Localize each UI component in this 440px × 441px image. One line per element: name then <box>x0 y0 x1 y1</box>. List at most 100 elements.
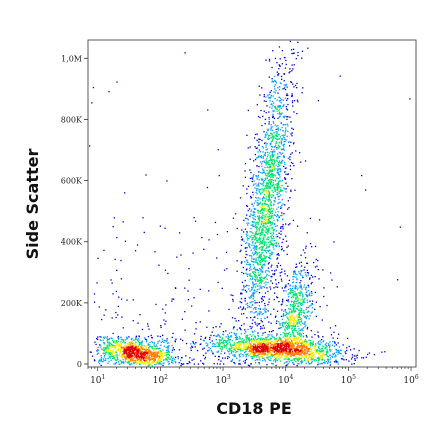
data-point <box>303 358 306 360</box>
data-point <box>282 99 285 101</box>
data-point <box>244 261 246 263</box>
data-point <box>290 322 292 325</box>
data-point <box>332 337 334 339</box>
data-point <box>118 343 121 345</box>
data-point <box>254 286 257 288</box>
data-point <box>272 138 274 140</box>
data-point <box>178 349 181 351</box>
data-point <box>305 317 307 320</box>
data-point <box>301 355 304 357</box>
data-point <box>152 353 154 355</box>
data-point <box>271 153 273 155</box>
data-point <box>265 164 267 166</box>
data-point <box>259 273 262 275</box>
data-point <box>272 191 274 193</box>
data-point <box>250 171 252 174</box>
data-point <box>278 354 280 356</box>
data-point <box>301 356 303 358</box>
data-point <box>247 337 250 339</box>
data-point <box>131 354 133 357</box>
data-point <box>262 238 264 240</box>
data-point <box>275 283 277 285</box>
data-point <box>277 162 280 164</box>
data-point <box>261 216 264 218</box>
data-point <box>258 220 260 222</box>
data-point <box>275 142 277 144</box>
data-point <box>256 302 258 304</box>
data-point <box>254 289 256 291</box>
data-point <box>253 343 255 345</box>
data-point <box>136 347 138 349</box>
data-point <box>254 158 257 161</box>
data-point <box>122 358 124 361</box>
data-point <box>172 347 174 349</box>
data-point <box>171 336 173 339</box>
data-point <box>302 350 305 352</box>
data-point <box>277 188 279 190</box>
data-point <box>250 224 252 226</box>
data-point <box>164 339 166 342</box>
data-point <box>126 345 128 347</box>
data-point <box>102 339 104 341</box>
data-point <box>250 356 252 358</box>
data-point <box>154 356 157 358</box>
data-point <box>267 250 270 253</box>
data-point <box>269 222 271 224</box>
data-point <box>280 143 283 145</box>
data-point <box>241 239 243 241</box>
data-point <box>209 342 211 344</box>
data-point <box>324 359 326 361</box>
data-point <box>129 358 131 360</box>
data-point <box>312 300 314 302</box>
data-point <box>247 337 249 339</box>
data-point <box>289 168 292 171</box>
data-point <box>261 231 263 233</box>
data-point <box>123 355 125 358</box>
data-point <box>296 87 298 89</box>
data-point <box>154 364 156 366</box>
data-point <box>96 338 98 340</box>
data-point <box>182 339 184 342</box>
data-point <box>300 320 303 322</box>
data-point <box>318 353 320 356</box>
data-point <box>285 129 287 131</box>
data-point <box>117 340 120 343</box>
data-point <box>252 214 254 217</box>
data-point <box>152 354 154 356</box>
data-point <box>283 341 285 343</box>
data-point <box>245 341 247 343</box>
data-point <box>281 161 283 163</box>
data-point <box>297 352 299 354</box>
data-point <box>316 348 318 351</box>
data-point <box>129 347 132 349</box>
data-point <box>252 298 254 300</box>
data-point <box>234 349 236 352</box>
data-point <box>255 308 257 310</box>
data-point <box>302 346 304 348</box>
data-point <box>134 250 137 252</box>
data-point <box>112 340 115 343</box>
data-point <box>281 179 284 182</box>
data-point <box>252 191 254 193</box>
data-point <box>235 338 237 341</box>
data-point <box>252 211 255 213</box>
data-point <box>230 350 233 352</box>
data-point <box>165 346 167 348</box>
data-point <box>266 184 268 187</box>
data-point <box>221 350 223 352</box>
data-point <box>165 357 167 360</box>
data-point <box>295 294 297 296</box>
data-point <box>264 250 267 252</box>
data-point <box>200 343 202 345</box>
data-point <box>156 346 158 348</box>
data-point <box>205 342 207 344</box>
data-point <box>132 355 134 357</box>
data-point <box>292 333 294 335</box>
data-point <box>129 344 131 346</box>
data-point <box>294 343 296 345</box>
data-point <box>255 310 257 313</box>
data-point <box>268 200 270 202</box>
data-point <box>270 200 272 203</box>
data-point <box>272 176 274 178</box>
data-point <box>208 347 210 349</box>
